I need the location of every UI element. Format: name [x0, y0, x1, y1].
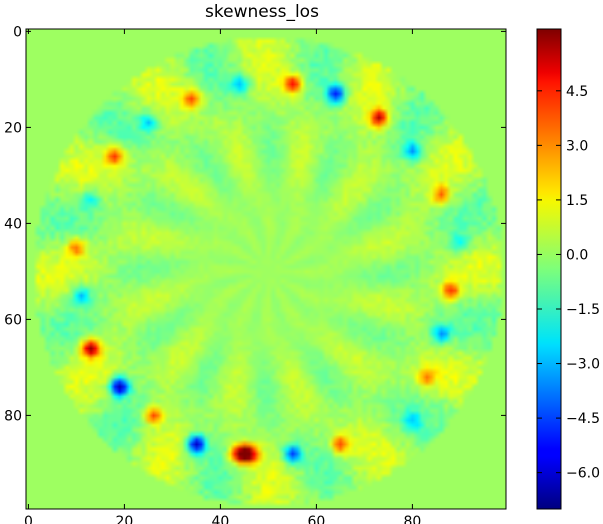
colorbar-tick-label: −4.5	[566, 411, 600, 427]
x-axis: 0 20 40 60 80	[24, 29, 421, 524]
y-tick-label: 0	[13, 24, 22, 40]
x-tick-label: 0	[24, 514, 33, 524]
heatmap-plot-area	[25, 28, 507, 510]
y-axis: 0 20 40 60 80	[4, 24, 506, 424]
heatmap-canvas	[26, 29, 506, 509]
colorbar-tick-label: 0.0	[566, 247, 588, 263]
chart-title: skewness_los	[205, 2, 319, 22]
y-tick-label: 20	[4, 120, 22, 136]
y-tick-label: 40	[4, 216, 22, 232]
colorbar-gradient	[536, 28, 562, 510]
plot-frame	[25, 28, 507, 510]
colorbar-tick-label: 1.5	[566, 193, 588, 209]
y-tick-label: 60	[4, 312, 22, 328]
colorbar-tick-label: −6.0	[566, 466, 600, 482]
y-tick-label: 80	[4, 408, 22, 424]
colorbar-tick-label: 3.0	[566, 138, 588, 154]
x-tick-label: 60	[307, 514, 325, 524]
colorbar: 4.5 3.0 1.5 0.0 −1.5 −3.0 −4.5 −6.0	[536, 28, 600, 510]
x-tick-label: 40	[211, 514, 229, 524]
colorbar-tick-label: 4.5	[566, 84, 588, 100]
colorbar-tick-label: −3.0	[566, 357, 600, 373]
x-tick-label: 80	[403, 514, 421, 524]
colorbar-tick-label: −1.5	[566, 302, 600, 318]
x-tick-label: 20	[115, 514, 133, 524]
